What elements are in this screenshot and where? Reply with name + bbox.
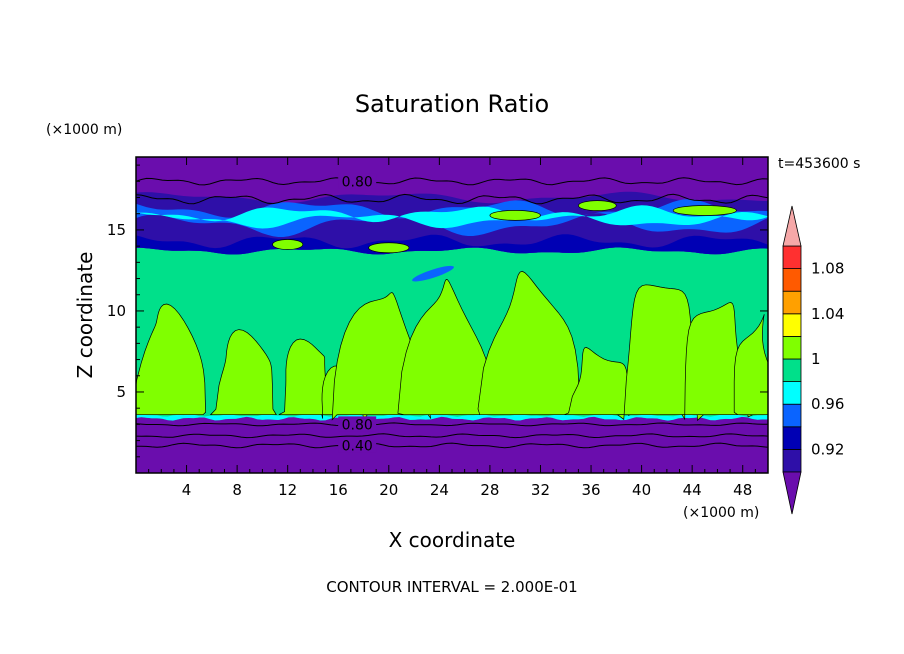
colorbar-bottom-arrow (782, 471, 802, 515)
time-label: t=453600 s (778, 156, 860, 172)
y-axis-title: Z coordinate (73, 252, 97, 379)
x-tick-label: 48 (733, 481, 752, 499)
colorbar-label: 0.96 (811, 395, 844, 413)
x-axis-title: X coordinate (389, 528, 516, 552)
colorbar-band (782, 313, 802, 337)
colorbar-top-arrow (782, 205, 802, 247)
contour-labels: 0.80 0.80 0.40 (338, 173, 377, 454)
upper-green-patch (368, 242, 410, 254)
x-tick-label: 32 (531, 481, 550, 499)
x-tick-label: 24 (430, 481, 449, 499)
contour-label-bg (338, 173, 377, 189)
x-tick-label: 16 (329, 481, 348, 499)
colorbar-label: 1.08 (811, 260, 844, 278)
y-axis-ticks: 5 10 15 (107, 164, 768, 458)
x-tick-label: 40 (632, 481, 651, 499)
x-tick-label: 28 (480, 481, 499, 499)
x-tick-label: 36 (581, 481, 600, 499)
y-tick-label: 10 (107, 302, 126, 320)
upper-green-patch (672, 205, 737, 216)
upper-band-cyan (136, 205, 768, 229)
chart-title: Saturation Ratio (355, 90, 549, 118)
saturation-field (136, 157, 768, 473)
contour-line (136, 433, 768, 439)
upper-green-patch (578, 200, 617, 211)
colorbar-band (782, 403, 802, 428)
x-unit-label: (×1000 m) (683, 505, 759, 521)
y-unit-label: (×1000 m) (46, 122, 122, 138)
colorbar-label: 1.04 (811, 305, 844, 323)
saturated-cell (209, 329, 277, 416)
colorbar-label: 1 (811, 350, 821, 368)
colorbar-band (782, 268, 802, 292)
contour-label-1: 0.80 (342, 417, 373, 433)
dry-streak (412, 265, 454, 282)
contour-label-bg (338, 416, 377, 432)
x-tick-label: 20 (379, 481, 398, 499)
contour-label-0: 0.80 (342, 174, 373, 190)
contour-label-bg (338, 437, 377, 453)
upper-green-patch (489, 209, 541, 221)
contour-line (136, 177, 768, 186)
y-tick-label: 15 (107, 221, 126, 239)
contour-interval-footer: CONTOUR INTERVAL = 2.000E-01 (326, 578, 577, 596)
saturated-cell (733, 314, 768, 416)
colorbar-band (782, 426, 802, 450)
contour-line (136, 422, 768, 427)
saturated-cell (136, 303, 206, 416)
colorbar: 1.08 1.04 1 0.96 0.92 (782, 205, 844, 515)
cloud-base-band (136, 414, 768, 421)
upper-band-navy (136, 234, 768, 255)
y-tick-label: 5 (116, 383, 126, 401)
colorbar-band (782, 290, 802, 315)
colorbar-label: 0.92 (811, 440, 844, 458)
contour-label-2: 0.40 (342, 438, 373, 454)
colorbar-band (782, 245, 802, 270)
x-tick-label: 8 (232, 481, 242, 499)
colorbar-band (782, 358, 802, 383)
colorbar-band (782, 448, 802, 473)
contour-line (136, 442, 768, 449)
x-axis-ticks: 4 8 12 16 20 24 28 32 36 40 44 48 (148, 157, 756, 499)
colorbar-band (782, 335, 802, 360)
x-tick-label: 4 (182, 481, 192, 499)
upper-green-patch (272, 239, 304, 250)
x-tick-label: 44 (683, 481, 702, 499)
saturated-cell (477, 270, 581, 416)
saturated-cell (397, 279, 495, 416)
colorbar-band (782, 381, 802, 405)
contour-line (136, 193, 768, 205)
x-tick-label: 12 (278, 481, 297, 499)
